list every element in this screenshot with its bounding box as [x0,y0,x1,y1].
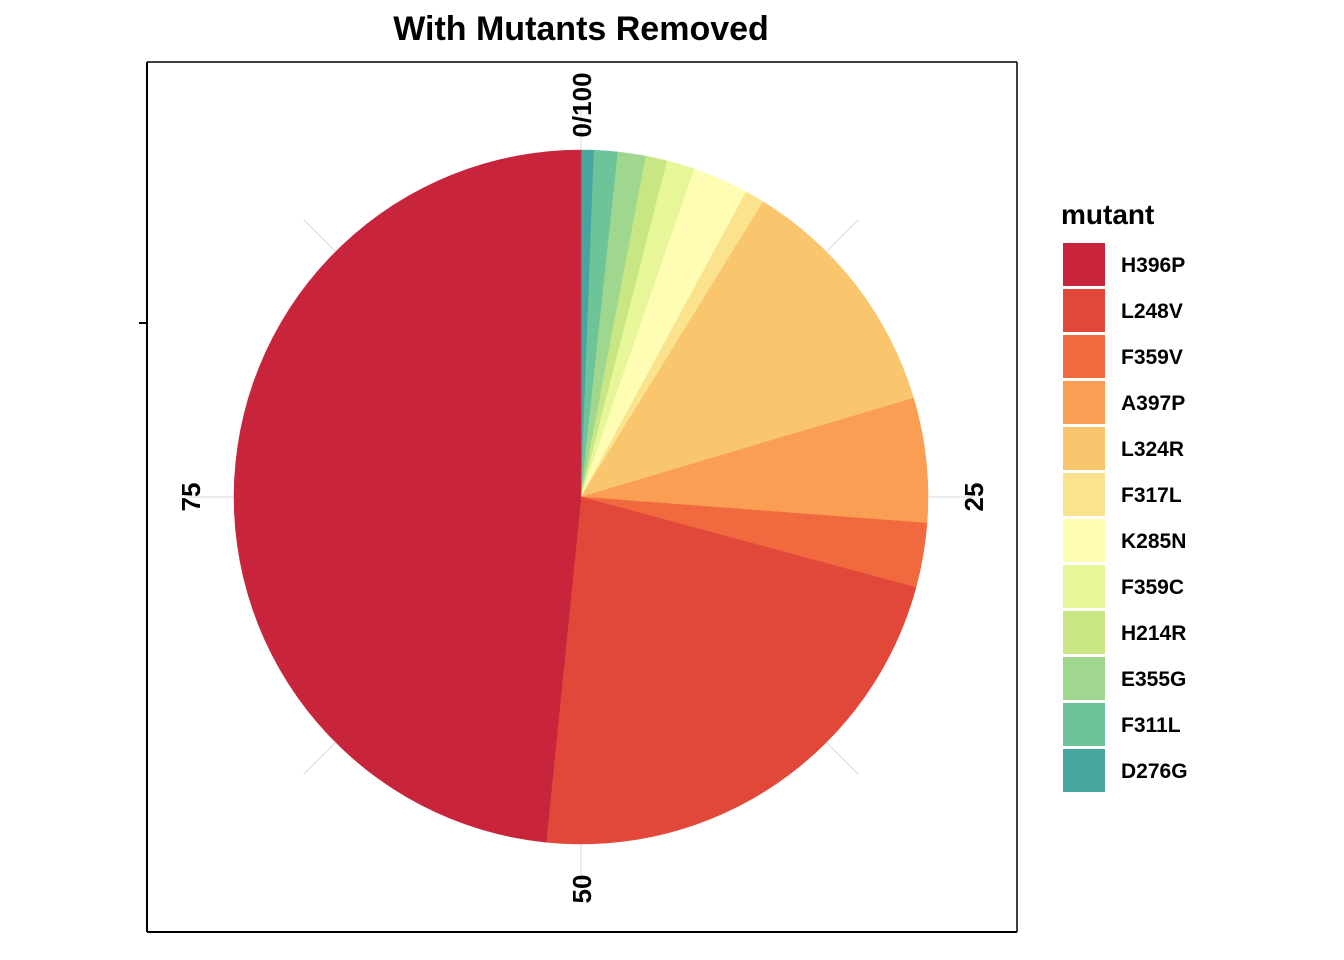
legend-label-f359c: F359C [1121,576,1184,599]
legend-key-f317l [1063,473,1105,516]
legend-label-l248v: L248V [1121,300,1183,323]
slice-h396p [233,149,582,843]
legend-key-h214r [1063,611,1105,654]
tick-label-50: 50 [567,875,597,904]
tick-label-25: 25 [959,483,989,512]
grid-line-3 [303,219,337,253]
legend-key-f359v [1063,335,1105,378]
legend-title: mutant [1061,199,1154,230]
legend-key-k285n [1063,519,1105,562]
legend-key-l248v [1063,289,1105,332]
legend-key-l324r [1063,427,1105,470]
grid-lines [189,105,973,889]
tick-label-0: 0/100 [567,72,597,137]
legend-key-d276g [1063,749,1105,792]
legend-label-k285n: K285N [1121,530,1186,553]
slice-a397p [580,397,929,524]
slice-l248v [545,496,917,845]
slice-l324r [580,201,914,498]
legend-key-h396p [1063,243,1105,286]
legend-key-e355g [1063,657,1105,700]
legend-label-h214r: H214R [1121,622,1186,645]
grid-line-0 [825,219,859,253]
legend-label-f359v: F359V [1121,346,1183,369]
legend-key-a397p [1063,381,1105,424]
grid-line-2 [303,741,337,775]
theta-tick-labels: 0/100 25 50 75 [176,72,989,903]
legend-key-f311l [1063,703,1105,746]
legend: mutant H396P L248V F359V A397P L324R F317L K28… [1061,199,1188,792]
legend-label-a397p: A397P [1121,392,1185,415]
legend-label-h396p: H396P [1121,254,1185,277]
legend-label-e355g: E355G [1121,668,1186,691]
chart-title: With Mutants Removed [393,10,769,48]
plot-panel [139,61,1018,933]
grid-line-1 [825,741,859,775]
legend-label-f317l: F317L [1121,484,1182,507]
legend-label-d276g: D276G [1121,760,1188,783]
tick-label-75: 75 [176,483,206,512]
legend-label-l324r: L324R [1121,438,1184,461]
legend-items: H396P L248V F359V A397P L324R F317L K285N F359C… [1063,243,1188,792]
pie-slices [233,149,929,845]
legend-label-f311l: F311L [1121,714,1181,737]
legend-key-f359c [1063,565,1105,608]
